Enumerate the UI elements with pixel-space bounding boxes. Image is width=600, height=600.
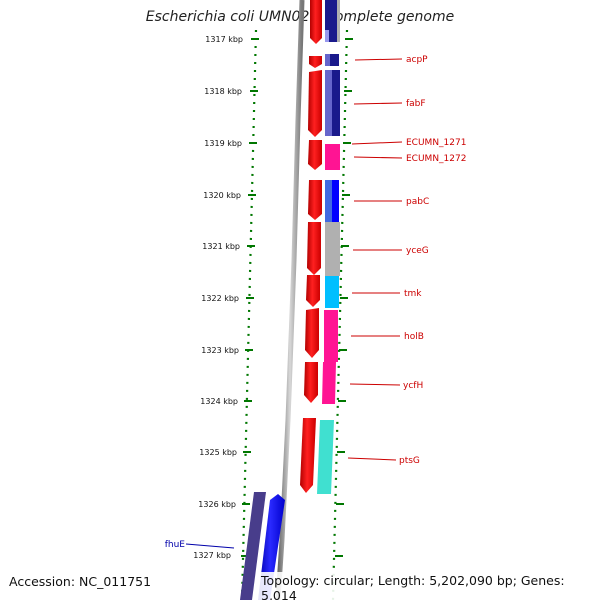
- gene-label-tmk: tmk: [404, 289, 422, 299]
- tick-label: 1323 kbp: [201, 346, 239, 355]
- cds-forward-arrow: [308, 70, 322, 137]
- cog-block: [324, 310, 338, 362]
- scale-tick-labels: 1317 kbp 1318 kbp 1319 kbp 1320 kbp 1321…: [193, 35, 243, 560]
- cds-forward-arrow: [304, 362, 318, 403]
- gene-label-pabC: pabC: [406, 197, 429, 207]
- gene-label-ycfH: ycfH: [403, 381, 423, 391]
- genome-backbone: [275, 0, 305, 600]
- cog-track: [317, 0, 340, 494]
- tick-label: 1318 kbp: [204, 87, 242, 96]
- gene-label-fabF: fabF: [406, 99, 426, 109]
- tick-label: 1321 kbp: [202, 242, 240, 251]
- cog-block: [325, 180, 332, 222]
- cds-forward-arrow: [309, 56, 322, 68]
- cog-block: [325, 222, 340, 276]
- gene-labels: acpP fabF ECUMN_1271 ECUMN_1272 pabC yce…: [165, 55, 467, 550]
- cog-block: [325, 70, 332, 136]
- gene-label-ptsG: ptsG: [399, 456, 420, 466]
- cog-block: [325, 276, 339, 308]
- tick-label: 1326 kbp: [198, 500, 236, 509]
- cog-block: [325, 54, 330, 66]
- gene-label-leaders: [185, 58, 403, 549]
- tick-label: 1322 kbp: [201, 294, 239, 303]
- scale-ticks: [241, 38, 353, 557]
- cog-block: [322, 362, 336, 404]
- cds-forward-arrow: [308, 180, 322, 220]
- cog-block: [337, 0, 340, 42]
- tick-label: 1320 kbp: [203, 191, 241, 200]
- tick-label: 1327 kbp: [193, 551, 231, 560]
- gene-label-acpP: acpP: [406, 55, 428, 65]
- cog-block: [317, 420, 334, 494]
- cds-forward-arrow: [310, 0, 322, 44]
- forward-strand-track: [300, 0, 322, 493]
- genome-summary: Topology: circular; Length: 5,202,090 bp…: [258, 572, 600, 600]
- tick-label: 1324 kbp: [200, 397, 238, 406]
- cog-block: [325, 144, 340, 170]
- accession-label: Accession: NC_011751: [9, 574, 152, 589]
- cds-forward-arrow: [308, 140, 322, 170]
- cds-reverse-arrow: [240, 492, 266, 600]
- gene-label-yceG: yceG: [406, 246, 429, 256]
- tick-label: 1319 kbp: [204, 139, 242, 148]
- gene-label-fhuE: fhuE: [165, 540, 186, 550]
- cds-forward-arrow: [307, 222, 321, 275]
- cds-forward-arrow: [300, 418, 316, 493]
- gene-label-ecumn-1272: ECUMN_1272: [406, 154, 466, 164]
- cds-forward-arrow: [306, 275, 320, 307]
- cog-block: [325, 30, 329, 42]
- cds-forward-arrow: [305, 308, 319, 358]
- gene-label-holB: holB: [404, 332, 424, 342]
- gene-label-ecumn-1271: ECUMN_1271: [406, 138, 466, 148]
- tick-label: 1317 kbp: [205, 35, 243, 44]
- tick-label: 1325 kbp: [199, 448, 237, 457]
